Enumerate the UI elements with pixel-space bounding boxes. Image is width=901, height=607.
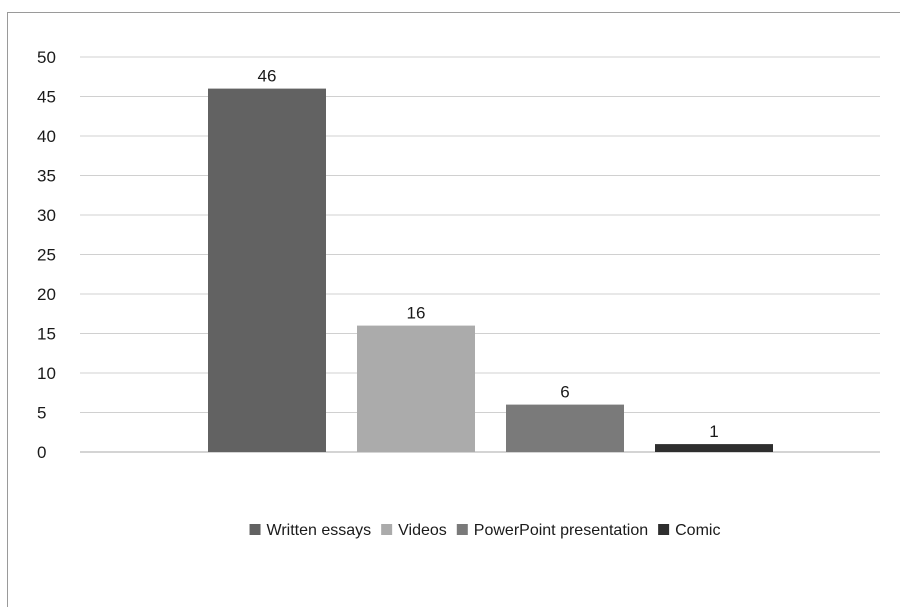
y-tick-label: 10	[37, 364, 56, 383]
bar-videos	[357, 325, 475, 452]
y-tick-label: 0	[37, 443, 46, 462]
data-label: 16	[407, 304, 426, 323]
bars	[208, 88, 773, 452]
chart-frame	[7, 12, 900, 607]
legend-label: Comic	[675, 522, 720, 539]
bar-comic	[655, 444, 773, 452]
bar-written-essays	[208, 88, 326, 452]
legend-label: Videos	[398, 522, 447, 539]
legend: Written essays Videos PowerPoint presentat…	[249, 522, 720, 539]
y-tick-label: 25	[37, 246, 56, 265]
y-tick-label: 45	[37, 88, 56, 107]
data-label: 1	[709, 422, 718, 441]
y-tick-label: 30	[37, 206, 56, 225]
data-labels: 46 16 6 1	[258, 67, 719, 442]
gridlines	[80, 56, 880, 453]
legend-swatch	[249, 524, 261, 535]
y-tick-label: 5	[37, 404, 46, 423]
y-tick-label: 15	[37, 325, 56, 344]
legend-label: PowerPoint presentation	[474, 522, 648, 539]
y-tick-label: 20	[37, 285, 56, 304]
y-tick-label: 40	[37, 127, 56, 146]
data-label: 46	[258, 67, 277, 86]
y-tick-label: 50	[37, 48, 56, 67]
data-label: 6	[560, 383, 569, 402]
legend-label: Written essays	[267, 522, 372, 539]
legend-swatch	[456, 524, 468, 535]
legend-swatch	[381, 524, 393, 535]
y-axis-ticks: 0 5 10 15 20 25 30 35 40 45 50	[37, 48, 56, 462]
legend-swatch	[658, 524, 670, 535]
bar-powerpoint-presentation	[506, 404, 624, 452]
y-tick-label: 35	[37, 167, 56, 186]
